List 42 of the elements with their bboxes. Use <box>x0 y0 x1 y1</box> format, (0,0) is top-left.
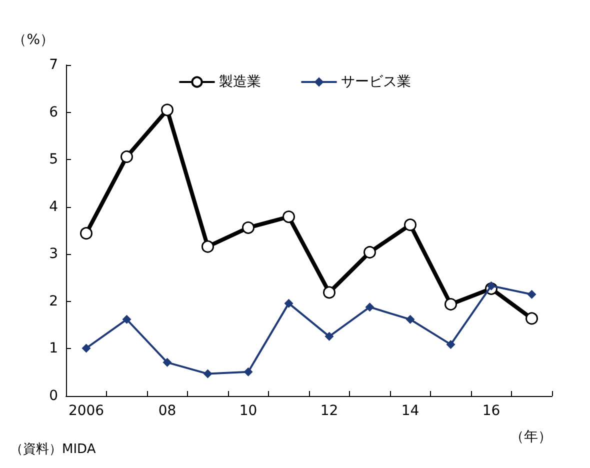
point <box>162 358 172 367</box>
y-tick-label: 7 <box>49 57 58 73</box>
y-tick-label: 5 <box>49 152 58 168</box>
point <box>324 332 334 341</box>
point <box>365 302 374 312</box>
point <box>444 298 457 311</box>
point <box>203 369 212 378</box>
point <box>161 104 174 116</box>
y-axis-title: （%） <box>12 32 54 48</box>
point <box>527 290 536 299</box>
y-tick-label: 1 <box>49 340 58 357</box>
x-axis-title: （年） <box>510 429 552 445</box>
text: （資料）MIDA <box>10 442 96 457</box>
point <box>244 367 253 376</box>
point <box>404 218 416 232</box>
point <box>486 281 496 290</box>
y-tick-label: 0 <box>49 388 58 404</box>
x-tick-label: 08 <box>158 403 176 419</box>
legend-label: サービス業 <box>341 74 411 90</box>
point <box>526 312 538 325</box>
point <box>82 344 91 353</box>
x-tick-label: 16 <box>482 403 500 419</box>
point <box>242 221 254 234</box>
point <box>80 227 92 240</box>
point <box>406 314 415 324</box>
point <box>284 298 294 308</box>
point <box>323 286 336 299</box>
x-tick-label: 10 <box>239 403 258 419</box>
y-tick-label: 6 <box>49 104 58 120</box>
point <box>282 210 295 224</box>
point <box>364 246 376 258</box>
x-tick-label: 2006 <box>68 403 104 419</box>
y-tick-label: 2 <box>49 293 58 310</box>
point <box>446 340 456 349</box>
x-tick-label: 12 <box>320 403 338 419</box>
y-tick-label: 3 <box>49 246 58 262</box>
legend-label: 製造業 <box>219 74 261 90</box>
y-tick-label: 4 <box>49 198 58 215</box>
point <box>120 150 133 163</box>
point <box>202 240 214 253</box>
point <box>122 314 132 324</box>
x-tick-label: 14 <box>401 403 420 419</box>
